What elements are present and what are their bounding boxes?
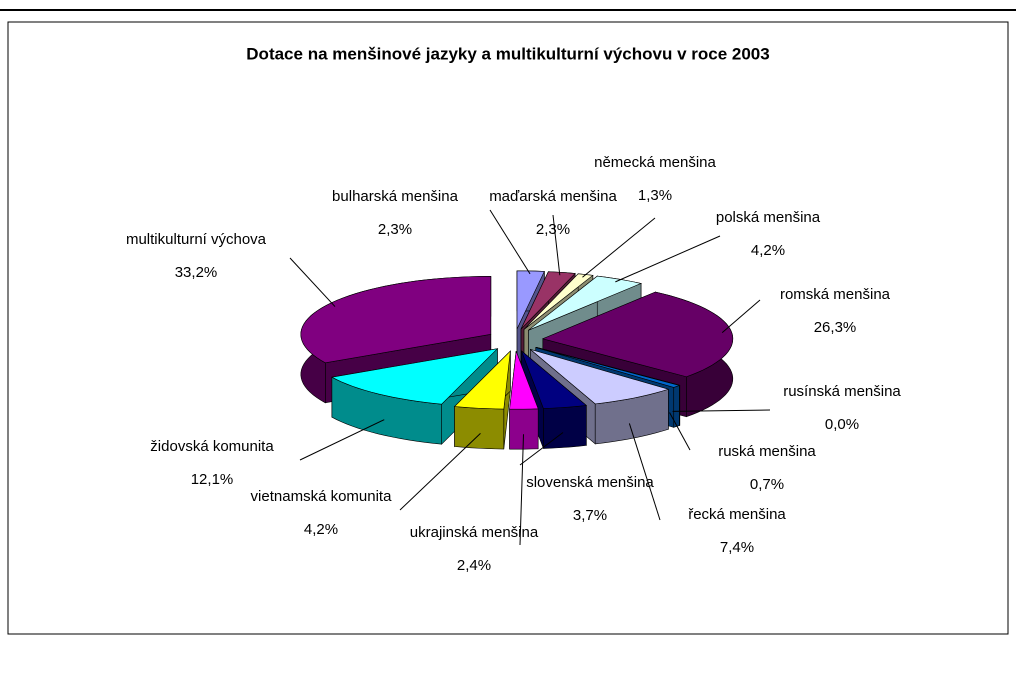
chart-frame [7, 21, 1009, 635]
slice-top [453, 350, 511, 410]
slice-label: bulharská menšina [332, 188, 459, 205]
slice-value-label: 0,0% [825, 416, 859, 433]
slice [530, 348, 670, 445]
slice-value-label: 4,2% [751, 242, 785, 259]
slice-value-label: 2,3% [378, 221, 412, 238]
slice-label: německá menšina [594, 154, 716, 171]
slice-top [541, 291, 734, 378]
slice-wall [454, 406, 505, 450]
leader-line [582, 217, 656, 278]
leader-line [669, 412, 691, 451]
slice-label: vietnamská komunita [251, 488, 393, 505]
leader-line [299, 419, 385, 461]
slice-top [520, 271, 576, 330]
chart-title: Dotace na menšinové jazyky a multikultur… [246, 44, 769, 63]
slice-label: maďarská menšina [489, 188, 617, 205]
slice-label: multikulturní výchova [126, 231, 267, 248]
slice-wall [509, 408, 539, 450]
leader-line [552, 214, 561, 276]
slice-top [330, 348, 499, 405]
slice-top [516, 270, 545, 329]
leader-line [672, 409, 771, 412]
slice-value-label: 3,7% [573, 507, 607, 524]
leader-line [628, 423, 661, 521]
slice-label: řecká menšina [688, 506, 786, 523]
slice-top [520, 349, 588, 409]
slice-value-label: 0,7% [750, 476, 784, 493]
slice-label: polská menšina [716, 209, 821, 226]
labels: bulharská menšina 2,3% maďarská menšina 2,3… [126, 154, 901, 574]
slice-top [535, 347, 681, 388]
slice-value-label: 26,3% [814, 319, 857, 336]
slice-label: židovská komunita [150, 438, 274, 455]
leader-line [399, 433, 481, 511]
leader-line [615, 235, 721, 283]
slice-value-label: 1,3% [638, 187, 672, 204]
slice-label: ruská menšina [718, 443, 816, 460]
slice-label: slovenská menšina [526, 474, 654, 491]
slice [300, 276, 492, 404]
slice-value-label: 33,2% [175, 264, 218, 281]
slice-value-label: 12,1% [191, 471, 234, 488]
leader-line [289, 257, 336, 307]
slice-value-label: 2,3% [536, 221, 570, 238]
slice-label: romská menšina [780, 286, 891, 303]
slice [509, 351, 539, 450]
slice-top [509, 351, 539, 410]
slice-value-label: 2,4% [457, 557, 491, 574]
pie [300, 270, 734, 450]
leader-line [519, 434, 525, 546]
slice-label: rusínská menšina [783, 383, 901, 400]
leader-line [721, 299, 761, 334]
slice-label: ukrajinská menšina [410, 524, 539, 541]
slice [453, 350, 511, 450]
slice-top [300, 276, 492, 364]
slice-value-label: 4,2% [304, 521, 338, 538]
slice-value-label: 7,4% [720, 539, 754, 556]
leader-line [519, 432, 564, 466]
leader-line [489, 209, 531, 275]
slice-top [530, 349, 670, 405]
